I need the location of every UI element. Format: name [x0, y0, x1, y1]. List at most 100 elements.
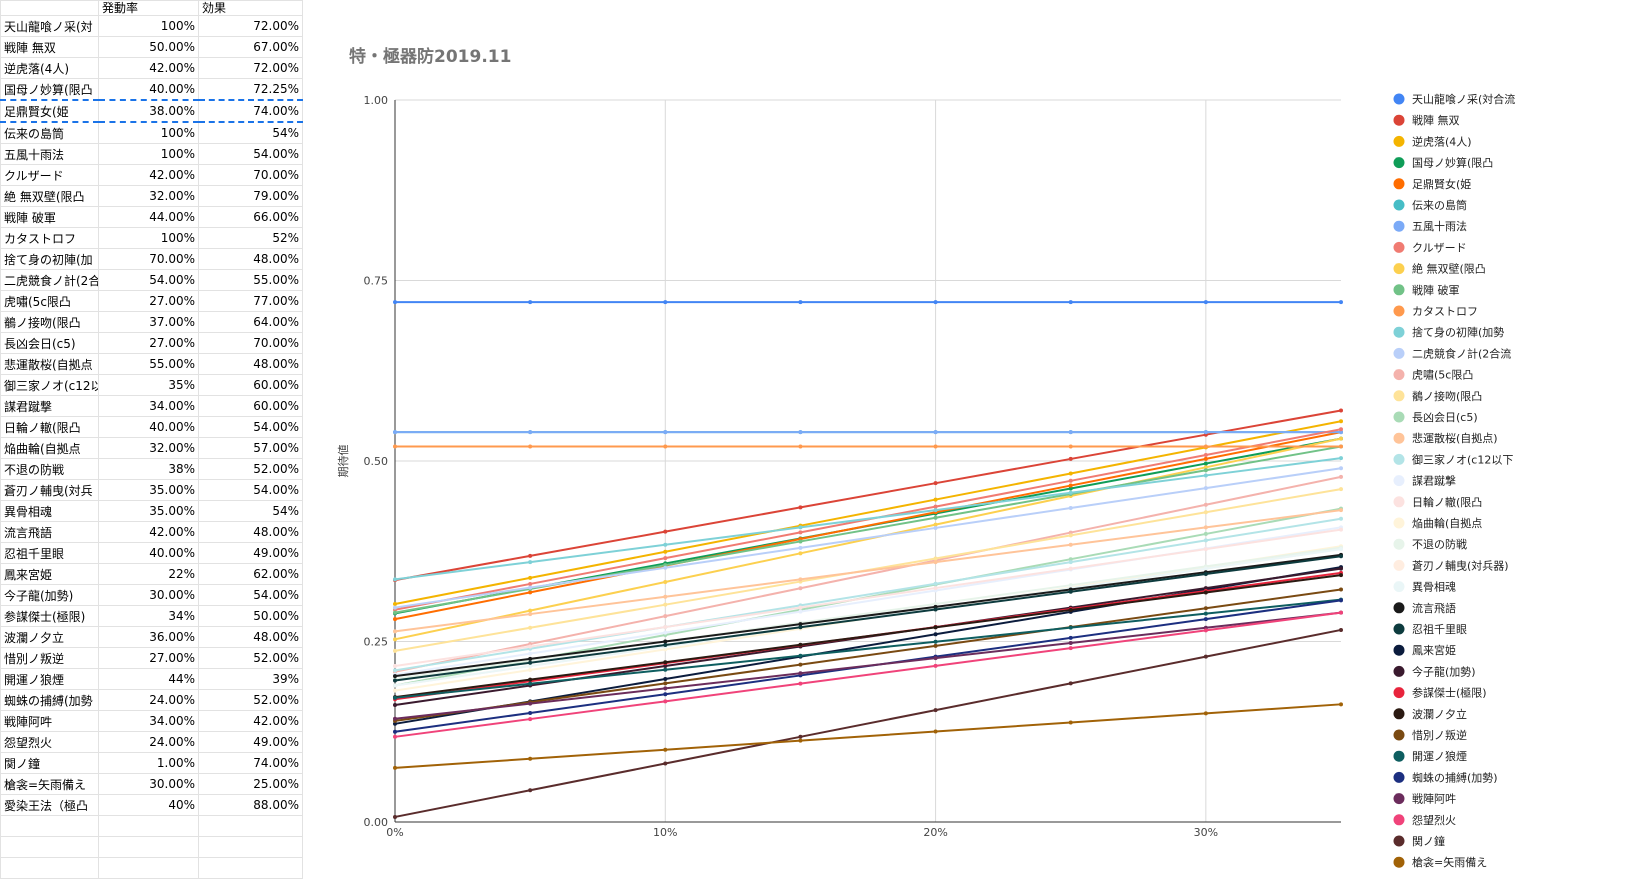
cell-skill-name[interactable]: 二虎競食ノ計(2合	[0, 269, 99, 291]
cell-effect[interactable]: 48.00%	[198, 353, 303, 375]
cell-skill-name[interactable]: 槍衾=矢雨備え	[0, 773, 99, 795]
data-point[interactable]	[1203, 711, 1208, 716]
data-point[interactable]	[933, 430, 938, 435]
data-point[interactable]	[933, 625, 938, 630]
data-point[interactable]	[528, 664, 533, 669]
cell-skill-name[interactable]: 忍祖千里眼	[0, 542, 99, 564]
legend-label[interactable]: 戦陣 破軍	[1412, 283, 1460, 297]
data-point[interactable]	[528, 656, 533, 661]
data-point[interactable]	[1203, 473, 1208, 478]
data-point[interactable]	[528, 553, 533, 558]
cell-effect[interactable]: 79.00%	[198, 185, 303, 207]
data-point[interactable]	[393, 430, 397, 435]
data-point[interactable]	[1203, 430, 1208, 435]
data-point[interactable]	[528, 590, 533, 595]
column-header[interactable]: 発動率	[98, 0, 199, 16]
cell-activation-rate[interactable]: 40%	[98, 794, 199, 816]
data-point[interactable]	[393, 617, 397, 622]
data-point[interactable]	[663, 625, 668, 630]
legend-label[interactable]: 捨て身の初陣(加勢	[1412, 325, 1504, 339]
data-point[interactable]	[798, 586, 803, 591]
legend-label[interactable]: 関ノ鐘	[1412, 834, 1445, 848]
cell-activation-rate[interactable]: 38%	[98, 458, 199, 480]
data-point[interactable]	[798, 622, 803, 627]
legend-label[interactable]: 蜘蛛の捕縛(加勢)	[1412, 770, 1498, 784]
data-point[interactable]	[1339, 587, 1343, 592]
data-point[interactable]	[1068, 478, 1073, 483]
cell-skill-name[interactable]: 虎嘯(5c限凸	[0, 290, 99, 312]
cell-effect[interactable]: 50.00%	[198, 605, 303, 627]
cell-activation-rate[interactable]: 22%	[98, 563, 199, 585]
legend-label[interactable]: 御三家ノオ(c12以下	[1412, 452, 1513, 466]
data-point[interactable]	[1339, 598, 1343, 603]
cell-skill-name[interactable]: 天山龍喰ノ采(対	[0, 15, 99, 37]
series-line[interactable]	[394, 555, 1342, 682]
data-point[interactable]	[1339, 419, 1343, 424]
data-point[interactable]	[1068, 490, 1073, 495]
data-point[interactable]	[393, 577, 397, 582]
data-point[interactable]	[1068, 486, 1073, 491]
cell-skill-name[interactable]: 捨て身の初陣(加	[0, 248, 99, 270]
cell-activation-rate[interactable]: 100%	[98, 227, 199, 249]
legend-label[interactable]: 足鼎賢女(姫	[1412, 177, 1471, 191]
cell-effect[interactable]: 52.00%	[198, 647, 303, 669]
cell-activation-rate[interactable]: 27.00%	[98, 647, 199, 669]
data-point[interactable]	[933, 643, 938, 648]
data-point[interactable]	[1203, 525, 1208, 530]
line-chart[interactable]: 0.00 0.25 0.50 0.75 1.00 0% 10% 20% 30% 期待値 天山龍喰ノ…	[302, 0, 1629, 876]
data-point[interactable]	[393, 721, 397, 726]
column-header[interactable]	[0, 0, 99, 16]
data-point[interactable]	[393, 716, 397, 721]
cell-activation-rate[interactable]: 100%	[98, 15, 199, 37]
data-point[interactable]	[933, 300, 938, 305]
cell-effect[interactable]: 88.00%	[198, 794, 303, 816]
cell-skill-name[interactable]: 御三家ノオ(c12以	[0, 374, 99, 396]
cell-skill-name[interactable]: 愛染王法（極凸	[0, 794, 99, 816]
cell-skill-name[interactable]: 惜別ノ叛逆	[0, 647, 99, 669]
legend-label[interactable]: 虎嘯(5c限凸	[1412, 368, 1473, 382]
series-line[interactable]	[394, 509, 1342, 633]
cell-activation-rate[interactable]: 40.00%	[98, 416, 199, 438]
cell-effect[interactable]: 49.00%	[198, 542, 303, 564]
column-header[interactable]: 効果	[198, 0, 303, 16]
series-line[interactable]	[394, 588, 1342, 722]
data-point[interactable]	[1068, 640, 1073, 645]
cell-effect[interactable]: 74.00%	[198, 99, 303, 123]
data-point[interactable]	[1068, 533, 1073, 538]
legend-label[interactable]: 参謀傑士(極限)	[1412, 686, 1487, 700]
data-point[interactable]	[1068, 720, 1073, 725]
legend-label[interactable]: 二虎競食ノ計(2合流	[1412, 346, 1511, 360]
series-line[interactable]	[394, 528, 1342, 668]
legend-label[interactable]: 伝来の島筒	[1412, 198, 1467, 212]
cell-skill-name[interactable]: 今子龍(加勢)	[0, 584, 99, 606]
cell-skill-name[interactable]: 絶 無双壁(限凸	[0, 185, 99, 207]
legend-label[interactable]: 異骨相魂	[1412, 581, 1456, 594]
data-point[interactable]	[1203, 628, 1208, 633]
legend-label[interactable]: 蒼刃ノ輔曳(対兵器)	[1412, 558, 1509, 572]
data-point[interactable]	[1068, 646, 1073, 651]
data-point[interactable]	[663, 686, 668, 691]
legend-label[interactable]: 開運ノ狼煙	[1412, 749, 1467, 763]
cell-skill-name[interactable]: 波瀾ノ夕立	[0, 626, 99, 648]
data-point[interactable]	[933, 508, 938, 513]
data-point[interactable]	[933, 515, 938, 520]
cell-activation-rate[interactable]: 55.00%	[98, 353, 199, 375]
data-point[interactable]	[933, 504, 938, 509]
data-point[interactable]	[663, 692, 668, 697]
data-point[interactable]	[528, 788, 533, 793]
cell-effect[interactable]: 49.00%	[198, 731, 303, 753]
cell-effect[interactable]: 67.00%	[198, 36, 303, 58]
data-point[interactable]	[933, 632, 938, 637]
data-point[interactable]	[1068, 471, 1073, 476]
data-point[interactable]	[933, 556, 938, 561]
data-point[interactable]	[663, 602, 668, 607]
data-point[interactable]	[663, 699, 668, 704]
data-point[interactable]	[1339, 474, 1343, 479]
cell-activation-rate[interactable]	[98, 836, 199, 858]
cell-skill-name[interactable]: 戦陣 破軍	[0, 206, 99, 228]
series-line[interactable]	[394, 467, 1342, 609]
cell-activation-rate[interactable]: 27.00%	[98, 290, 199, 312]
data-point[interactable]	[933, 497, 938, 502]
data-point[interactable]	[393, 729, 397, 734]
cell-effect[interactable]	[198, 815, 303, 837]
